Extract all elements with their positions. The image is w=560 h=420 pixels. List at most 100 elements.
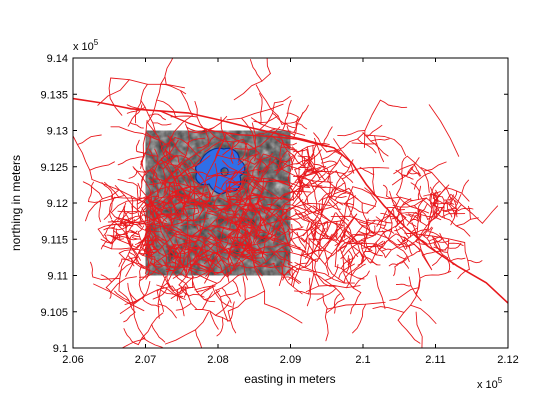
minor-road <box>110 77 186 89</box>
minor-road <box>264 303 303 324</box>
minor-road <box>408 276 422 302</box>
minor-road <box>170 234 197 243</box>
minor-road <box>87 194 126 203</box>
minor-road <box>158 157 202 202</box>
minor-road <box>147 251 157 255</box>
minor-road <box>364 187 414 202</box>
minor-road <box>382 184 388 197</box>
minor-road <box>327 154 343 182</box>
minor-road <box>398 226 410 239</box>
minor-road <box>409 227 419 238</box>
minor-road <box>139 246 148 254</box>
minor-road <box>348 167 390 173</box>
minor-road <box>151 258 163 268</box>
minor-road <box>273 95 291 104</box>
minor-road <box>396 198 412 226</box>
minor-road <box>148 182 167 186</box>
minor-road <box>246 229 266 305</box>
minor-road <box>413 164 422 177</box>
y-tick-label: 9.135 <box>40 89 68 101</box>
minor-road <box>423 226 433 237</box>
minor-road <box>227 290 266 312</box>
minor-road <box>285 215 303 228</box>
minor-road <box>248 244 252 254</box>
minor-road <box>371 233 397 248</box>
minor-road <box>168 198 183 223</box>
minor-road <box>238 222 255 228</box>
minor-road <box>352 186 377 202</box>
minor-road <box>385 195 401 214</box>
minor-road <box>89 161 115 171</box>
minor-road <box>151 214 157 233</box>
minor-road <box>226 196 241 201</box>
minor-road <box>238 210 258 230</box>
minor-road <box>178 284 197 310</box>
minor-road <box>372 306 405 313</box>
minor-road <box>281 246 290 266</box>
minor-road <box>213 186 231 209</box>
minor-road <box>127 104 143 127</box>
minor-road <box>139 269 151 282</box>
minor-road <box>250 192 294 201</box>
minor-road <box>252 181 268 209</box>
minor-road <box>131 235 141 238</box>
minor-road <box>139 215 168 242</box>
minor-road <box>216 317 224 337</box>
minor-road <box>372 225 376 235</box>
minor-road <box>334 192 347 201</box>
minor-road <box>279 140 284 170</box>
minor-road <box>467 259 483 264</box>
minor-road <box>418 209 422 223</box>
minor-road <box>153 206 164 211</box>
minor-road <box>152 221 161 227</box>
minor-road <box>183 161 210 201</box>
x-axis-ticks: 2.06 2.07 2.08 2.09 2.1 2.11 2.12 <box>62 58 519 366</box>
minor-road <box>415 233 466 243</box>
minor-road <box>242 225 252 246</box>
minor-road <box>233 73 271 101</box>
minor-road <box>232 247 249 253</box>
minor-road <box>410 304 437 324</box>
minor-road <box>157 200 167 204</box>
minor-road <box>131 257 135 267</box>
minor-road <box>137 195 159 199</box>
minor-road <box>137 312 164 346</box>
minor-road <box>291 146 315 173</box>
minor-road <box>160 139 179 159</box>
minor-road <box>156 290 164 312</box>
minor-road <box>143 234 157 253</box>
minor-road <box>448 242 464 247</box>
minor-road <box>174 123 190 169</box>
minor-road <box>215 257 229 278</box>
minor-road <box>447 193 452 201</box>
minor-road <box>172 241 211 279</box>
minor-road <box>347 249 353 268</box>
minor-road <box>128 222 160 226</box>
minor-road <box>214 140 225 162</box>
minor-road <box>406 155 430 193</box>
minor-road <box>141 155 166 178</box>
minor-road <box>234 147 256 151</box>
minor-road <box>191 250 216 263</box>
minor-road <box>268 161 281 171</box>
minor-road <box>320 198 323 217</box>
minor-road <box>163 223 221 269</box>
minor-road <box>339 225 363 249</box>
minor-road <box>105 269 122 289</box>
minor-road <box>326 221 329 232</box>
minor-road <box>218 248 231 254</box>
minor-road <box>244 177 292 188</box>
minor-road <box>192 281 216 303</box>
minor-road <box>324 213 358 265</box>
minor-road <box>194 100 209 147</box>
minor-road <box>415 214 422 238</box>
minor-road <box>186 138 205 144</box>
minor-road <box>150 262 163 268</box>
minor-road <box>315 219 345 225</box>
y-tick-label: 9.12 <box>47 198 68 210</box>
minor-road <box>321 188 334 215</box>
minor-road <box>229 178 247 199</box>
minor-road <box>216 197 232 205</box>
minor-road <box>381 248 392 252</box>
minor-road <box>117 156 144 166</box>
